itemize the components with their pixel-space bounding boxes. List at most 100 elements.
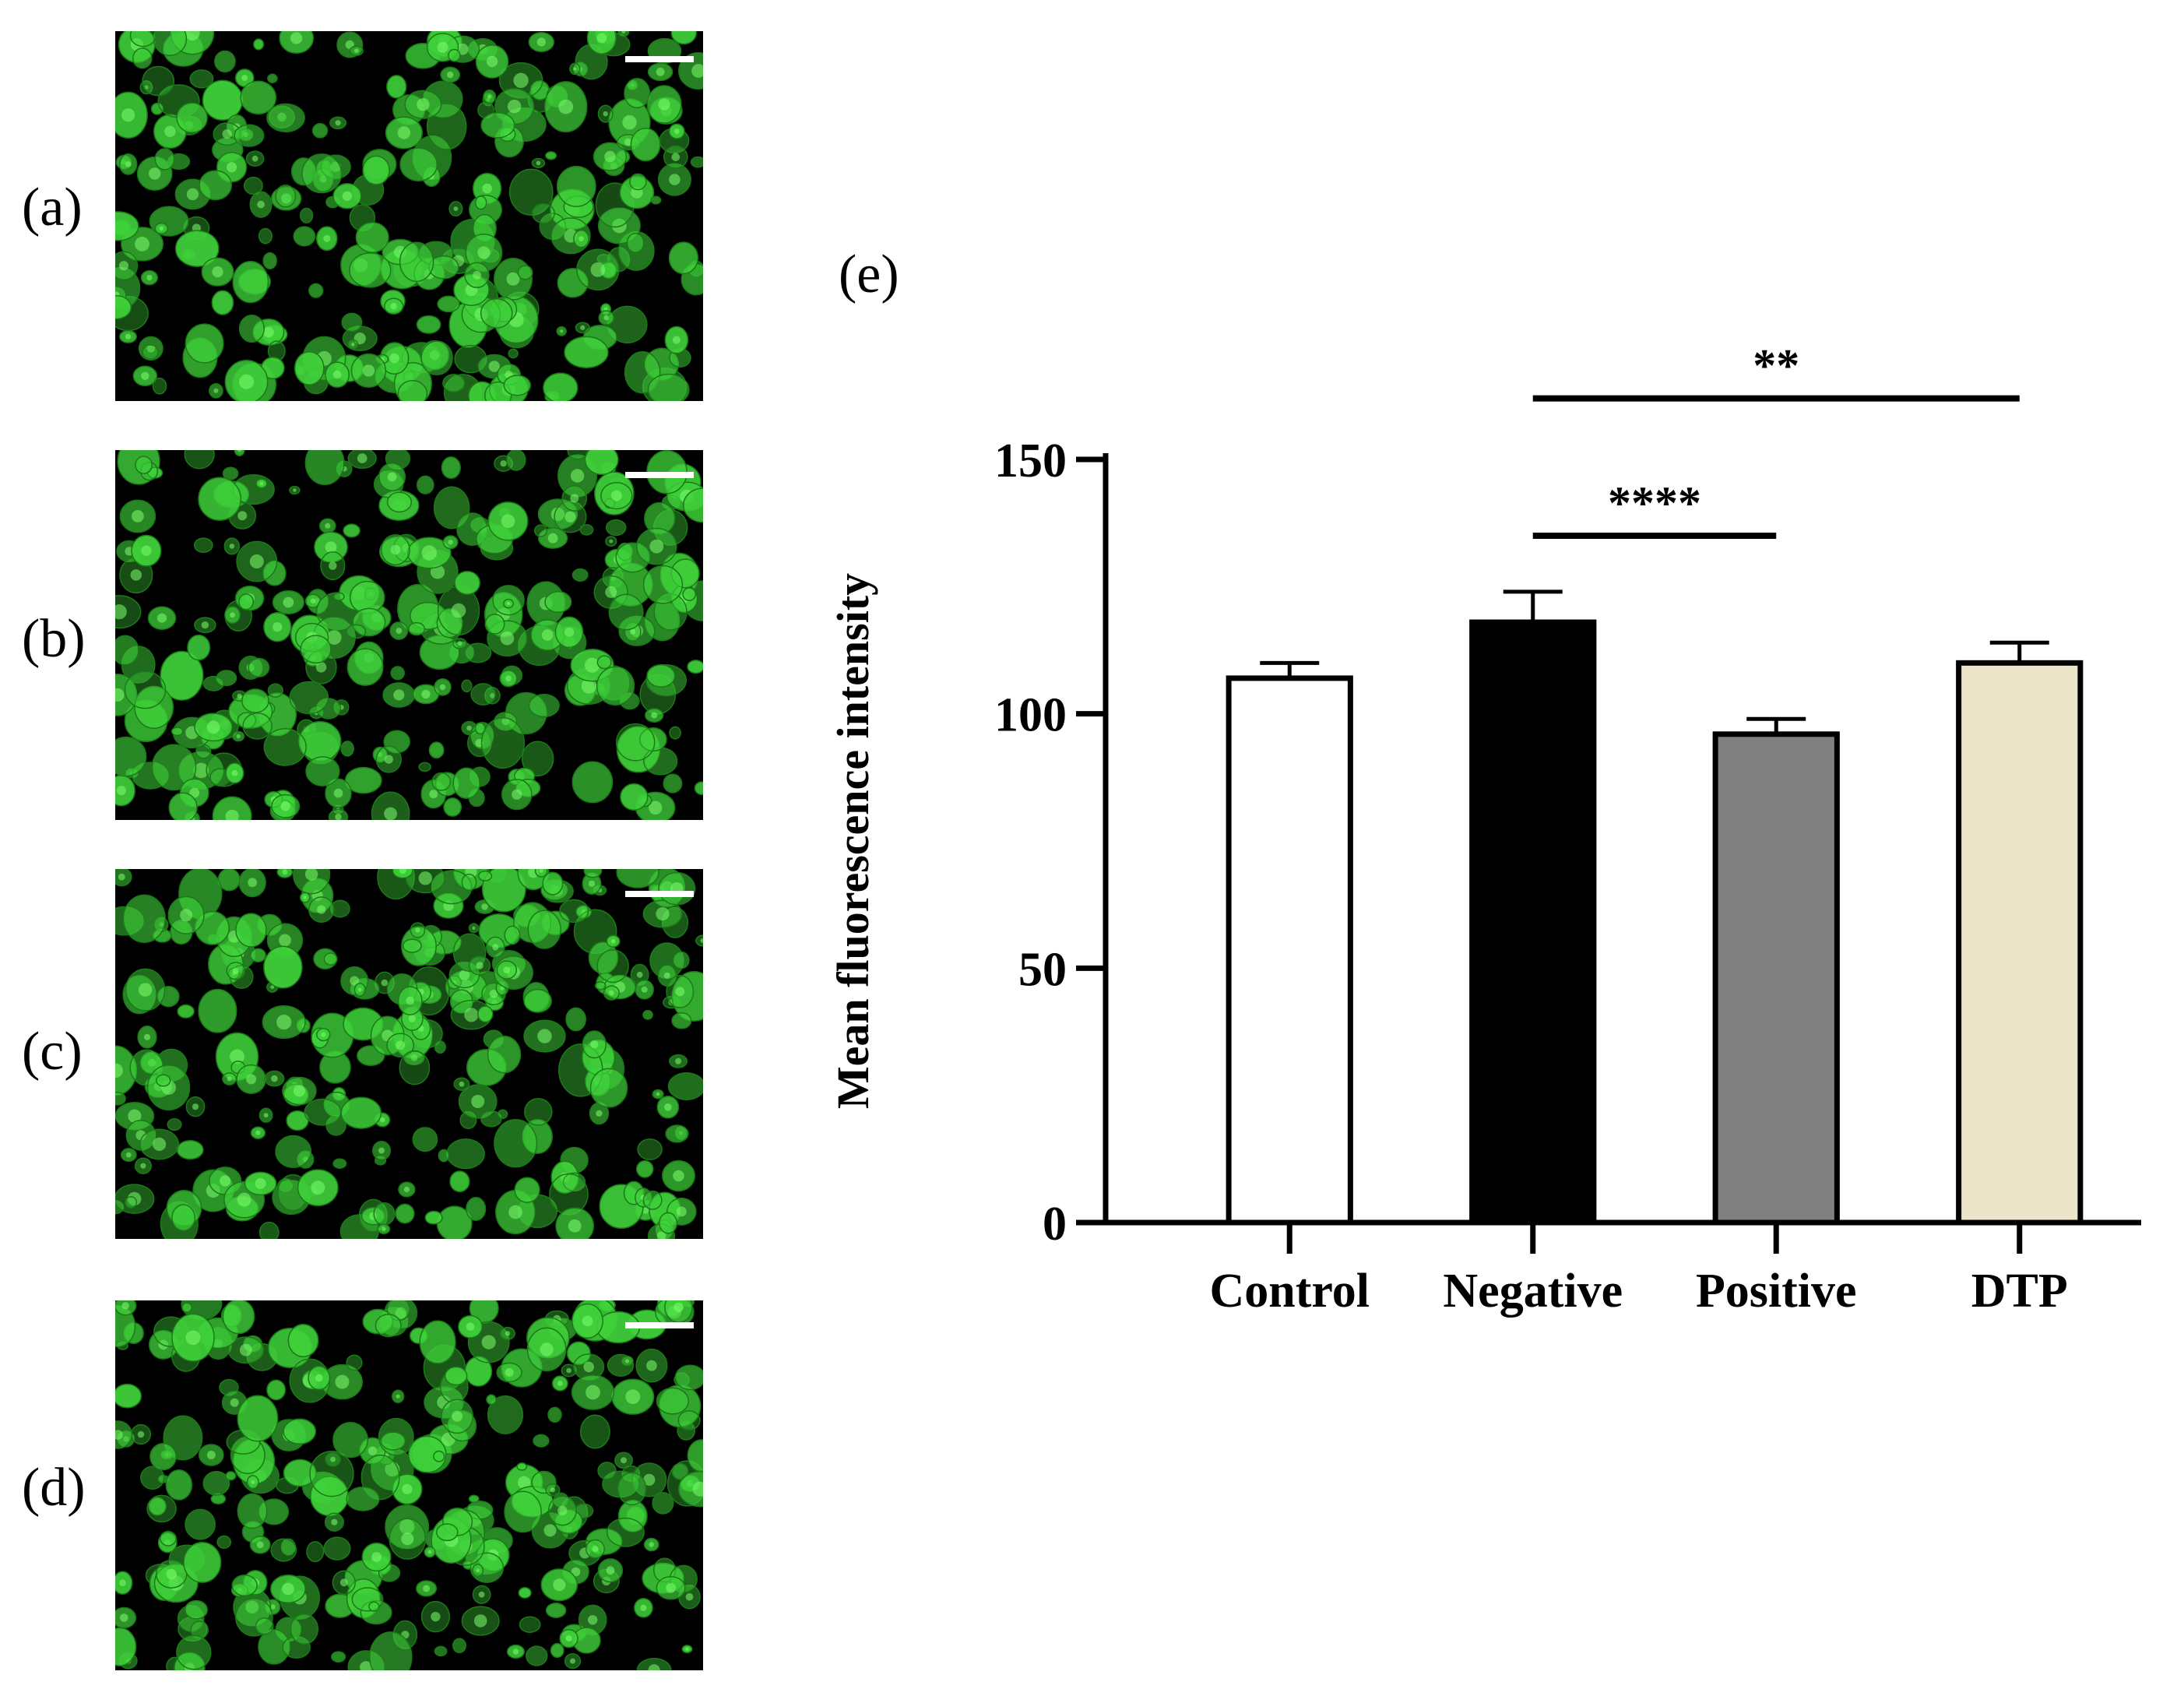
cell-nucleus xyxy=(579,236,584,241)
cell xyxy=(487,1395,524,1434)
cell xyxy=(231,1574,258,1597)
cell xyxy=(344,766,382,794)
cell xyxy=(402,938,422,953)
cell-nucleus xyxy=(610,490,622,501)
cell xyxy=(431,772,452,791)
cell xyxy=(480,297,513,329)
cell xyxy=(171,1204,196,1232)
cell xyxy=(355,221,389,253)
cell-nucleus xyxy=(118,873,125,881)
cell-nucleus xyxy=(505,675,512,682)
cell xyxy=(238,314,265,343)
cell-nucleus xyxy=(146,344,156,353)
cell-nucleus xyxy=(271,1075,278,1082)
cell-nucleus xyxy=(342,191,353,201)
cell xyxy=(652,1491,674,1515)
cell xyxy=(617,31,630,37)
cell-nucleus xyxy=(329,561,337,570)
cell-nucleus xyxy=(672,336,681,344)
cell-nucleus xyxy=(676,1206,687,1217)
cell-nucleus xyxy=(130,569,142,581)
cell-nucleus xyxy=(206,1451,216,1459)
cell xyxy=(441,456,461,480)
cell xyxy=(199,170,233,201)
cell-nucleus xyxy=(537,1029,552,1043)
cell-nucleus xyxy=(384,807,397,820)
cell xyxy=(187,634,211,661)
micrograph-a-cells xyxy=(115,31,703,401)
cell-nucleus xyxy=(606,1566,615,1575)
cell xyxy=(523,988,552,1013)
cell-nucleus xyxy=(501,717,510,726)
cell xyxy=(557,267,589,298)
cell-nucleus xyxy=(281,193,292,204)
cell-nucleus xyxy=(390,544,401,555)
cell xyxy=(258,1221,280,1239)
cell xyxy=(424,1210,443,1225)
cell xyxy=(234,124,265,147)
cell xyxy=(176,102,208,134)
cell xyxy=(647,373,690,401)
cell xyxy=(115,1092,126,1106)
cell-nucleus xyxy=(415,927,420,933)
cell xyxy=(193,537,213,554)
cell-nucleus xyxy=(640,1604,647,1611)
cell xyxy=(480,111,515,139)
cell xyxy=(171,727,184,737)
cell-nucleus xyxy=(636,971,643,978)
cell-nucleus xyxy=(643,1473,656,1486)
cell xyxy=(174,230,220,267)
cell-nucleus xyxy=(381,979,389,987)
cell-nucleus xyxy=(241,75,248,82)
cell-nucleus xyxy=(564,627,575,637)
cell-nucleus xyxy=(326,630,342,645)
cell xyxy=(484,614,505,635)
panel-label-a: (a) xyxy=(22,178,83,238)
cell-nucleus xyxy=(382,1226,386,1231)
cell-nucleus xyxy=(651,712,658,719)
cell xyxy=(516,1462,528,1471)
bar-chart: 0 50 100 150 Mean fluorescence intensity Cont… xyxy=(828,340,2141,1318)
cell-nucleus xyxy=(609,539,614,544)
cell-nucleus xyxy=(656,1092,660,1096)
cell-nucleus xyxy=(656,907,670,921)
cell xyxy=(184,450,215,470)
cell-nucleus xyxy=(141,371,149,380)
cell xyxy=(477,1005,494,1023)
cell-nucleus xyxy=(368,1446,378,1455)
cell xyxy=(564,336,609,368)
cell-nucleus xyxy=(159,226,164,231)
cell xyxy=(275,185,297,208)
cell xyxy=(663,773,683,793)
cell xyxy=(550,1642,564,1659)
cell xyxy=(438,1149,450,1163)
y-tick-label: 50 xyxy=(1018,943,1067,996)
cell xyxy=(238,593,255,611)
cell xyxy=(533,1434,550,1448)
cell-nucleus xyxy=(236,734,241,739)
cell-nucleus xyxy=(164,125,176,137)
cell-nucleus xyxy=(581,678,597,694)
cell-nucleus xyxy=(590,262,606,277)
cell-nucleus xyxy=(481,903,488,910)
cell xyxy=(596,253,611,264)
cell-nucleus xyxy=(603,315,609,321)
cell-nucleus xyxy=(283,596,294,608)
cell-nucleus xyxy=(121,108,135,122)
cell xyxy=(596,666,635,706)
cell-nucleus xyxy=(263,1113,269,1118)
cell-nucleus xyxy=(692,1481,703,1497)
cell xyxy=(149,1442,177,1471)
cell xyxy=(668,241,699,275)
cell-nucleus xyxy=(229,544,235,549)
cell xyxy=(237,1395,279,1442)
cell xyxy=(597,1462,617,1480)
cell-nucleus xyxy=(464,1008,479,1022)
cell xyxy=(543,372,579,401)
cell-nucleus xyxy=(490,693,495,698)
cell-nucleus xyxy=(192,1103,199,1110)
cell-nucleus xyxy=(331,1518,338,1525)
cell xyxy=(444,1366,468,1386)
cell-nucleus xyxy=(118,261,129,271)
cell-nucleus xyxy=(543,1524,557,1537)
